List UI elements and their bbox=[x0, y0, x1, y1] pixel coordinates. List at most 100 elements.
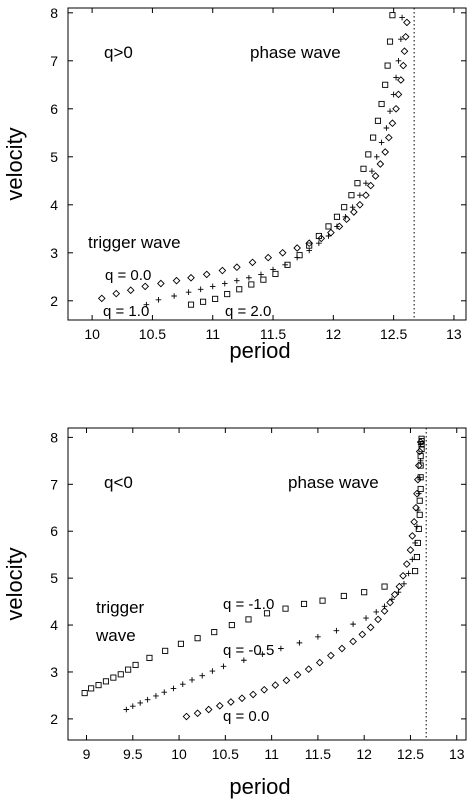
data-point-plus bbox=[416, 474, 423, 481]
data-point-diamond bbox=[293, 244, 301, 252]
data-point-diamond bbox=[399, 571, 407, 580]
annotation-phase-bottom: phase wave bbox=[288, 473, 379, 492]
data-point-plus bbox=[179, 681, 186, 687]
data-point-diamond bbox=[400, 47, 409, 56]
data-point-square bbox=[282, 605, 289, 612]
data-point-plus bbox=[334, 223, 340, 230]
data-point-diamond bbox=[356, 200, 364, 209]
data-point-diamond bbox=[394, 90, 403, 99]
data-point-square bbox=[378, 100, 385, 108]
data-point-plus bbox=[405, 570, 412, 577]
data-point-diamond bbox=[366, 181, 375, 190]
data-point-diamond bbox=[366, 623, 375, 632]
data-point-plus bbox=[417, 441, 424, 448]
y-tick-label-top: 4 bbox=[50, 197, 58, 213]
data-point-plus bbox=[316, 240, 322, 246]
data-point-diamond bbox=[204, 705, 213, 714]
data-point-plus bbox=[296, 640, 303, 646]
data-point-square bbox=[187, 301, 195, 308]
data-point-plus bbox=[278, 645, 284, 652]
data-point-square bbox=[416, 511, 423, 518]
data-point-plus bbox=[383, 125, 390, 131]
data-point-plus bbox=[161, 689, 168, 695]
data-point-square bbox=[228, 622, 235, 629]
plot-frame-top bbox=[67, 7, 467, 321]
y-axis-title-top: velocity bbox=[2, 127, 27, 200]
data-point-square bbox=[81, 690, 88, 697]
data-point-diamond bbox=[141, 282, 150, 291]
data-point-square bbox=[412, 568, 419, 575]
data-point-square bbox=[194, 635, 201, 642]
data-point-square bbox=[381, 583, 388, 590]
data-point-plus bbox=[171, 293, 177, 299]
series-diamond-top bbox=[97, 18, 411, 303]
data-point-diamond bbox=[402, 560, 411, 568]
data-point-diamond bbox=[358, 630, 367, 639]
y-tick-label-top: 6 bbox=[50, 101, 58, 117]
y-tick-label-top: 5 bbox=[50, 149, 58, 165]
data-point-plus bbox=[258, 271, 264, 278]
data-point-plus bbox=[259, 651, 266, 657]
data-point-diamond bbox=[349, 208, 358, 216]
data-point-plus bbox=[349, 204, 356, 210]
data-point-plus bbox=[315, 633, 321, 640]
data-point-diamond bbox=[305, 239, 314, 248]
data-point-plus bbox=[153, 693, 159, 699]
data-point-square bbox=[354, 180, 361, 187]
data-point-diamond bbox=[399, 61, 408, 70]
data-point-diamond bbox=[395, 582, 404, 591]
data-point-square bbox=[296, 252, 303, 259]
data-point-plus bbox=[143, 301, 150, 308]
x-axis-title-bottom: period bbox=[229, 774, 290, 799]
data-point-diamond bbox=[349, 637, 357, 646]
data-point-diamond bbox=[264, 253, 273, 262]
data-point-diamond bbox=[413, 489, 421, 498]
annotation-q0-top: q = 0.0 bbox=[105, 267, 151, 284]
x-tick-label-top: 10 bbox=[84, 326, 100, 342]
data-point-square bbox=[132, 661, 139, 668]
data-point-diamond bbox=[97, 294, 106, 303]
data-point-plus bbox=[398, 36, 404, 42]
data-point-square bbox=[224, 291, 231, 298]
x-tick-label-top: 12 bbox=[326, 326, 342, 342]
x-tick-label-bottom: 11.5 bbox=[305, 746, 331, 762]
data-marks-top bbox=[97, 12, 411, 308]
x-tick-label-top: 10.5 bbox=[139, 326, 166, 342]
data-point-diamond bbox=[215, 701, 224, 710]
data-point-diamond bbox=[327, 651, 335, 660]
data-point-plus bbox=[395, 589, 402, 596]
x-tick-label-bottom: 12 bbox=[356, 746, 372, 762]
data-point-diamond bbox=[218, 266, 227, 275]
data-point-square bbox=[177, 640, 184, 647]
data-point-diamond bbox=[376, 160, 385, 168]
data-point-diamond bbox=[381, 148, 390, 156]
data-point-square bbox=[340, 592, 347, 600]
data-point-square bbox=[260, 276, 267, 283]
data-point-square bbox=[325, 223, 332, 230]
data-point-square bbox=[315, 232, 322, 240]
data-point-diamond bbox=[392, 104, 400, 113]
data-point-diamond bbox=[126, 286, 135, 295]
y-tick-label-top: 2 bbox=[50, 293, 58, 309]
data-point-plus bbox=[209, 668, 216, 674]
data-point-square bbox=[146, 654, 153, 661]
data-point-diamond bbox=[415, 447, 424, 456]
data-point-diamond bbox=[408, 532, 417, 540]
x-tick-label-bottom: 10.5 bbox=[212, 746, 239, 762]
data-point-square bbox=[416, 497, 423, 504]
data-point-diamond bbox=[401, 32, 410, 41]
data-point-square bbox=[88, 685, 95, 692]
y-tick-label-top: 8 bbox=[50, 5, 58, 21]
x-tick-label-bottom: 11 bbox=[264, 746, 279, 762]
annotation-q0-bottom: q = 0.0 bbox=[223, 708, 269, 725]
data-point-plus bbox=[373, 154, 380, 160]
data-point-plus bbox=[199, 672, 206, 679]
y-tick-label-bottom: 4 bbox=[50, 617, 58, 633]
data-point-square bbox=[384, 62, 391, 69]
data-point-square bbox=[319, 597, 326, 604]
data-point-plus bbox=[123, 706, 130, 713]
data-point-square bbox=[348, 192, 355, 199]
chart-top: 10 10.5 11 11.5 12 12.5 13 2 3 4 5 6 7 8 period veloc… bbox=[2, 5, 467, 363]
y-tick-label-bottom: 6 bbox=[50, 523, 58, 539]
